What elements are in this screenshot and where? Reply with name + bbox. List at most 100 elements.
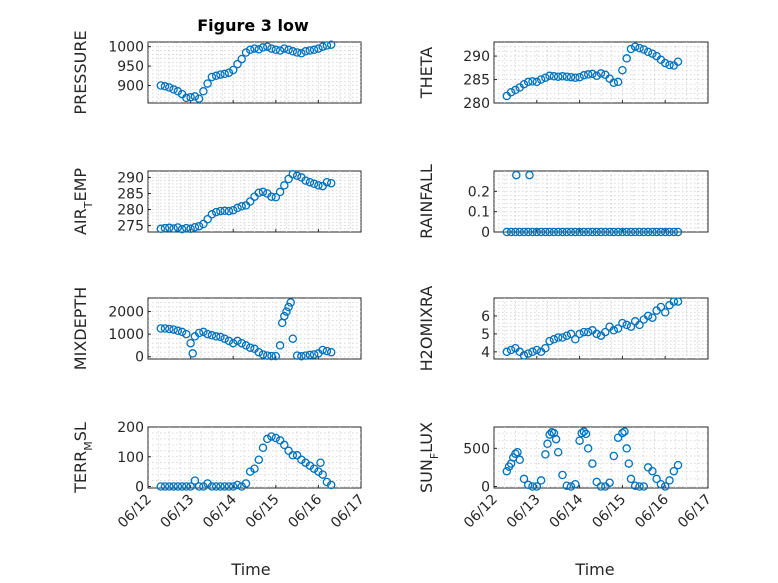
y-tick-label: 290 [117,170,144,186]
data-point [613,77,623,87]
data-point [216,206,225,216]
data-point [605,478,614,487]
data-point [177,482,187,491]
data-point [656,227,666,237]
y-tick-label: 280 [463,96,490,112]
data-point [626,322,636,331]
subplot-terr: 0 100 200 06/12 06/13 06/14 06/15 06/16 06/17 TER… [71,420,368,531]
data-point [523,77,533,87]
data-point [156,224,166,234]
data-point [545,227,554,237]
data-point [271,351,281,361]
data-point [224,336,234,346]
data-point [566,227,576,237]
data-point [669,466,679,476]
data-point [267,44,276,53]
data-point [173,326,183,336]
y-axis-label: H2OMIXRA [417,286,436,372]
y-tick-label: 290 [463,49,490,65]
data-point [165,482,174,491]
y-tick-label: 275 [117,219,144,235]
data-point [523,227,533,237]
x-axis-label-right: Time [574,560,614,579]
data-point [326,40,336,49]
data-point [613,227,623,237]
data-point [228,482,238,491]
data-point [660,308,670,317]
y-axis-label: MIXDEPTH [71,287,90,370]
data-point [609,451,619,461]
data-point [250,44,259,53]
data-point [258,187,268,197]
y-axis-label: PRESSURE [71,30,90,114]
data-point [297,49,306,58]
x-tick-label: 06/12 [115,492,155,532]
x-tick-label: 06/16 [285,491,325,531]
data-point [512,170,521,180]
data-point [292,48,302,57]
data-point [639,45,649,54]
data-point [211,207,221,217]
data-point [513,447,522,457]
data-point [165,324,174,334]
data-point [292,171,302,181]
data-point [220,334,229,343]
y-axis-label-subscript: M [82,441,95,451]
data-point [233,480,242,490]
x-tick-label: 06/14 [200,491,240,531]
data-point [263,42,272,51]
data-point [660,58,670,68]
data-point [245,45,255,55]
data-point [575,227,584,237]
subplot-rainfall: 0 0.1 0.2 RAINFALL [417,164,709,241]
data-point [579,71,589,80]
data-point [673,460,683,470]
x-tick-label: 06/14 [547,491,587,531]
y-tick-label: 0 [481,479,490,495]
data-point [543,439,552,449]
data-point [536,476,546,485]
data-point [173,87,183,96]
data-point [579,227,589,237]
y-axis-label-main: RAINFALL [417,164,436,239]
data-point [241,341,251,350]
data-point [545,336,554,346]
data-point [280,311,289,321]
data-point [237,202,246,211]
data-point [630,42,640,51]
data-point [506,345,516,355]
data-point [194,328,204,338]
data-point [673,297,683,306]
data-point [207,482,217,491]
y-tick-label: 4 [481,345,490,361]
y-axis-label-main: H2OMIXRA [417,286,436,372]
y-axis-label-main: SUN [417,459,436,493]
data-point [326,178,336,188]
data-point [648,49,657,58]
y-tick-label: 6 [481,309,490,325]
data-point [528,77,537,86]
data-point [511,449,520,458]
data-point [305,46,315,55]
data-point [280,181,289,190]
y-axis-label-tail: LUX [417,422,436,453]
data-point [160,223,170,233]
data-point [523,349,533,358]
data-point [528,227,537,237]
data-point [309,464,319,473]
data-point [579,427,589,436]
data-point [207,331,217,340]
data-point [224,68,234,77]
data-point [626,44,636,54]
data-point [673,57,683,66]
data-point [233,59,242,69]
data-point [194,221,204,231]
data-point [541,343,550,353]
data-point [620,427,629,436]
data-point [545,71,554,81]
data-point [596,227,606,237]
data-point [525,170,534,180]
data-point [160,482,170,491]
y-tick-label: 0 [481,225,490,241]
data-point [618,318,627,328]
